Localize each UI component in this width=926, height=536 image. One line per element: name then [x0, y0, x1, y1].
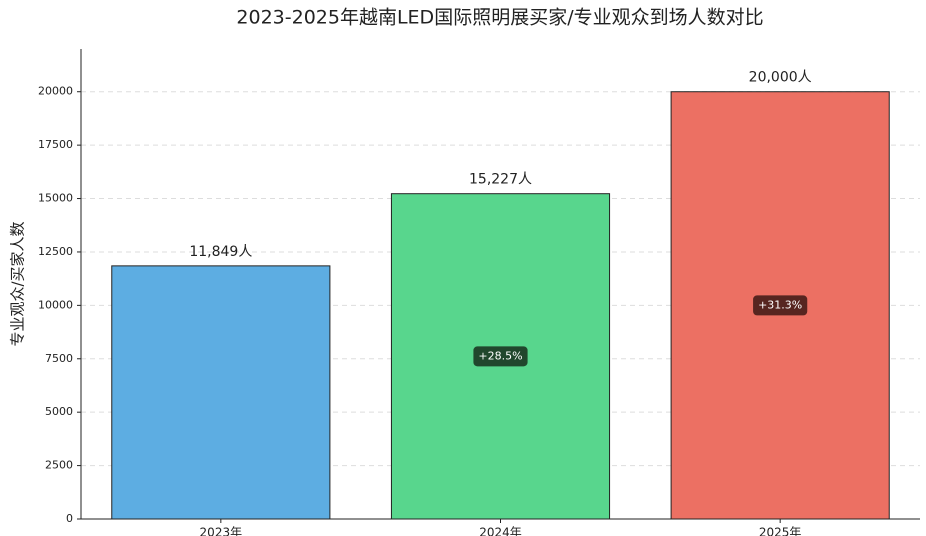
y-tick-label: 20000: [38, 85, 73, 98]
growth-annotation: +28.5%: [473, 346, 528, 367]
y-tick-label: 2500: [45, 459, 73, 472]
growth-box: [753, 295, 808, 316]
y-tick-label: 10000: [38, 298, 73, 311]
y-tick-label: 12500: [38, 245, 73, 258]
y-axis-label: 专业观众/买家人数: [9, 221, 27, 346]
value-label: 11,849人: [189, 244, 252, 260]
x-tick-label: 2023年: [200, 526, 243, 536]
y-tick-label: 17500: [38, 138, 73, 151]
bar: [111, 265, 331, 520]
y-tick-label: 15000: [38, 192, 73, 205]
x-tick-label: 2025年: [759, 526, 802, 536]
y-tick-label: 0: [66, 512, 73, 525]
growth-label: +31.3%: [758, 298, 802, 311]
y-tick-label: 7500: [45, 352, 73, 365]
value-label: 20,000人: [749, 70, 812, 86]
growth-annotation: +31.3%: [753, 295, 808, 316]
growth-box: [473, 346, 528, 367]
y-tick-label: 5000: [45, 405, 73, 418]
growth-label: +28.5%: [478, 349, 522, 362]
x-tick-label: 2024年: [479, 526, 522, 536]
chart-title: 2023-2025年越南LED国际照明展买家/专业观众到场人数对比: [236, 7, 763, 29]
value-label: 15,227人: [469, 172, 532, 188]
